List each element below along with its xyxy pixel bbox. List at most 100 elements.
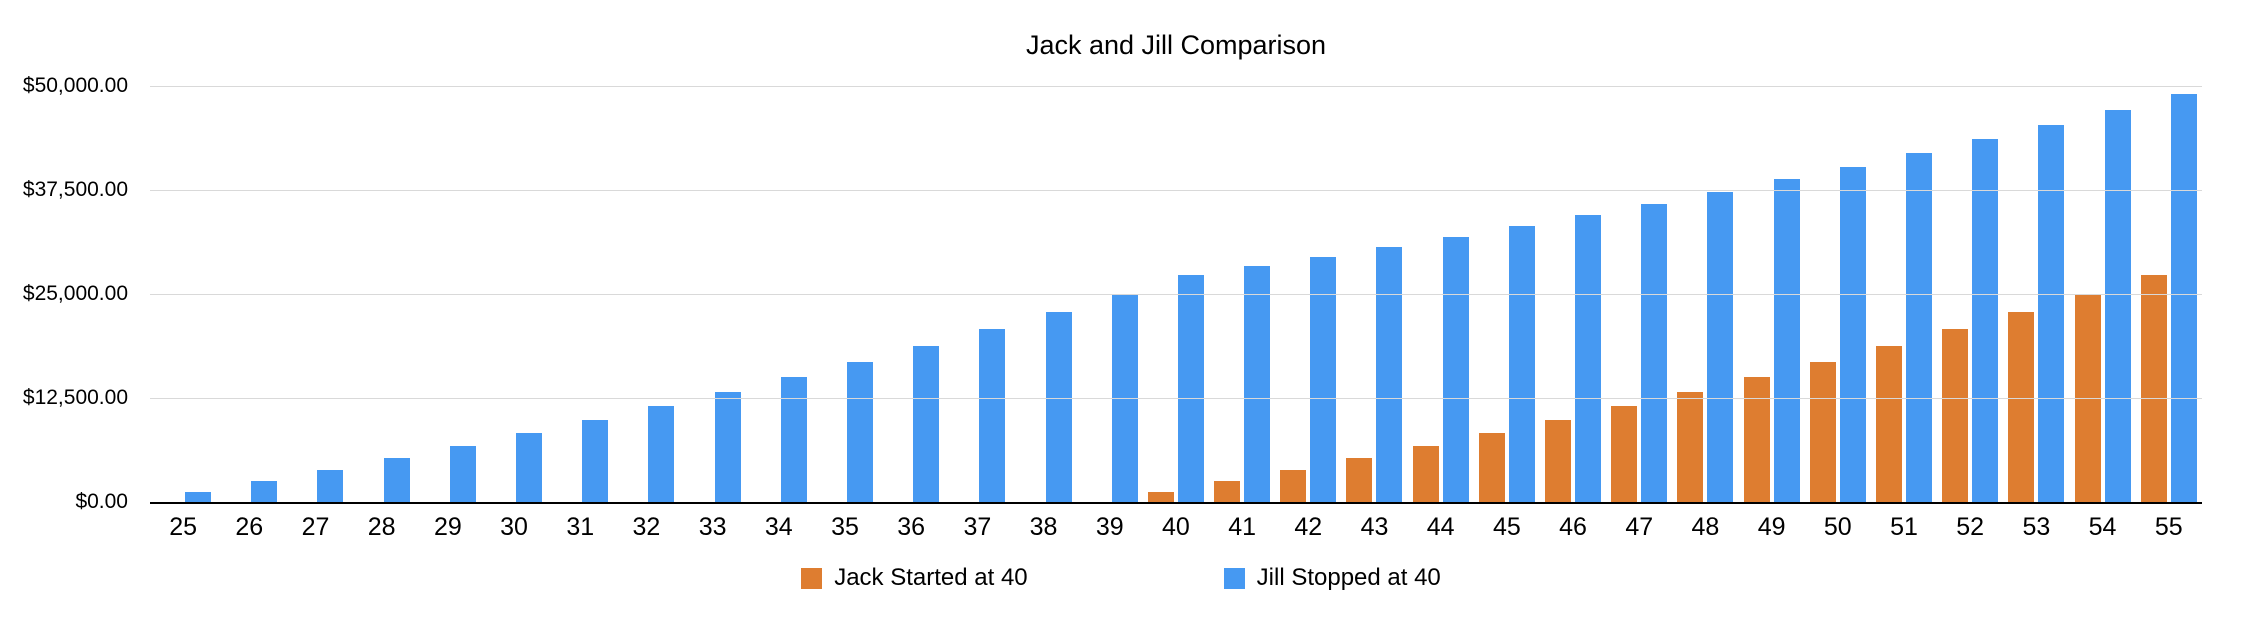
- jill-bar-age-42[interactable]: [1310, 256, 1337, 502]
- x-tick-label-42: 42: [1294, 513, 1323, 541]
- x-tick-label-46: 46: [1559, 513, 1587, 541]
- legend-item-jill[interactable]: Jill Stopped at 40: [1223, 564, 1441, 592]
- jill-bar-age-36[interactable]: [913, 346, 940, 502]
- jill-bar-age-29[interactable]: [449, 445, 476, 502]
- x-tick-label-29: 29: [433, 513, 462, 541]
- x-tick-label-28: 28: [367, 513, 396, 541]
- x-tick-label-25: 25: [169, 513, 197, 541]
- jill-bar-age-34[interactable]: [780, 377, 807, 502]
- jack-bar-age-49[interactable]: [1743, 377, 1770, 502]
- jack-bar-age-52[interactable]: [1942, 329, 1969, 502]
- x-tick-label-53: 53: [2022, 513, 2051, 541]
- bar-group-age-48: [1672, 86, 1738, 502]
- x-tick-label-27: 27: [301, 513, 330, 541]
- x-tick-label-30: 30: [500, 513, 528, 541]
- bar-group-age-55: [2136, 86, 2202, 502]
- x-tick-label-41: 41: [1228, 513, 1256, 541]
- legend-label-jack: Jack Started at 40: [834, 564, 1028, 591]
- y-tick-label: $50,000.00: [22, 74, 128, 97]
- y-tick-label: $12,500.00: [22, 386, 128, 409]
- legend-item-jack[interactable]: Jack Started at 40: [801, 564, 1028, 592]
- jill-bar-age-50[interactable]: [1839, 166, 1866, 502]
- x-tick-label-38: 38: [1029, 513, 1058, 541]
- jill-bar-age-30[interactable]: [516, 433, 543, 502]
- jack-bar-age-46[interactable]: [1545, 420, 1572, 502]
- bar-group-age-35: [812, 86, 878, 502]
- bar-group-age-37: [944, 86, 1010, 502]
- jill-bar-age-43[interactable]: [1376, 247, 1403, 502]
- jill-bar-age-28[interactable]: [383, 457, 410, 502]
- jill-bar-age-55[interactable]: [2170, 93, 2197, 502]
- y-axis: $0.00 $12,500.00 $25,000.00 $37,500.00 $50,0…: [0, 75, 128, 513]
- x-tick-label-43: 43: [1360, 513, 1389, 541]
- jill-bar-age-54[interactable]: [2104, 109, 2131, 502]
- legend-label-jill: Jill Stopped at 40: [1256, 564, 1441, 591]
- jack-bar-age-40[interactable]: [1147, 491, 1174, 502]
- jill-bar-age-31[interactable]: [582, 420, 609, 502]
- bar-group-age-33: [680, 86, 746, 502]
- jack-bar-age-48[interactable]: [1677, 392, 1704, 502]
- jill-bar-age-33[interactable]: [714, 392, 741, 502]
- x-tick-label-55: 55: [2154, 513, 2183, 541]
- jack-bar-age-43[interactable]: [1346, 457, 1373, 502]
- bars-row: [150, 86, 2202, 502]
- bar-group-age-27: [282, 86, 348, 502]
- y-tick-label: $37,500.00: [22, 178, 128, 201]
- gridline: [150, 294, 2202, 295]
- jill-bar-age-25[interactable]: [185, 491, 212, 502]
- jill-bar-age-47[interactable]: [1641, 203, 1668, 502]
- jack-bar-age-45[interactable]: [1478, 433, 1505, 502]
- bar-group-age-41: [1209, 86, 1275, 502]
- jill-bar-age-27[interactable]: [317, 469, 344, 502]
- gridline: [150, 398, 2202, 399]
- jack-bar-age-47[interactable]: [1611, 406, 1638, 502]
- bar-group-age-44: [1408, 86, 1474, 502]
- jill-bar-age-35[interactable]: [846, 361, 873, 502]
- x-tick-label-37: 37: [963, 513, 992, 541]
- jill-bar-age-49[interactable]: [1773, 179, 1800, 502]
- jack-bar-age-44[interactable]: [1412, 445, 1439, 502]
- x-tick-label-35: 35: [831, 513, 859, 541]
- bar-group-age-43: [1341, 86, 1407, 502]
- jill-bar-age-46[interactable]: [1575, 215, 1602, 502]
- x-tick-label-54: 54: [2088, 513, 2117, 541]
- x-tick-label-40: 40: [1162, 513, 1190, 541]
- bar-group-age-29: [415, 86, 481, 502]
- jill-bar-age-38[interactable]: [1045, 312, 1072, 502]
- legend-swatch-jack: [801, 567, 823, 589]
- y-tick-label: $0.00: [75, 490, 128, 513]
- x-tick-label-39: 39: [1095, 513, 1124, 541]
- jack-bar-age-53[interactable]: [2008, 312, 2035, 502]
- jack-bar-age-50[interactable]: [1809, 361, 1836, 502]
- jill-bar-age-41[interactable]: [1244, 266, 1271, 502]
- jill-bar-age-26[interactable]: [251, 480, 278, 502]
- jill-bar-age-37[interactable]: [979, 329, 1006, 502]
- jill-bar-age-32[interactable]: [648, 406, 675, 502]
- jill-bar-age-52[interactable]: [1972, 139, 1999, 502]
- jill-bar-age-45[interactable]: [1508, 226, 1535, 502]
- gridline: [150, 86, 2202, 87]
- x-tick-label-34: 34: [764, 513, 793, 541]
- bar-group-age-53: [2003, 86, 2069, 502]
- gridline: [150, 190, 2202, 191]
- jack-bar-age-55[interactable]: [2140, 275, 2167, 502]
- jack-bar-age-41[interactable]: [1214, 480, 1241, 502]
- chart-title: Jack and Jill Comparison: [1025, 30, 1327, 60]
- bar-group-age-40: [1143, 86, 1209, 502]
- jill-bar-age-44[interactable]: [1442, 236, 1469, 502]
- bar-group-age-26: [216, 86, 282, 502]
- x-tick-label-26: 26: [235, 513, 264, 541]
- legend-swatch-jill: [1223, 567, 1245, 589]
- legend: Jack Started at 40 Jill Stopped at 40: [0, 564, 2242, 592]
- jill-bar-age-40[interactable]: [1177, 275, 1204, 502]
- jill-bar-age-53[interactable]: [2038, 124, 2065, 502]
- x-axis: 25 26 27 28 29 30 31 32 33 34 35 36 37 38 39 40 41 42 43 44…: [150, 513, 2202, 541]
- jill-bar-age-51[interactable]: [1905, 153, 1932, 502]
- x-tick-label-32: 32: [632, 513, 661, 541]
- jill-bar-age-48[interactable]: [1707, 191, 1734, 502]
- x-tick-label-48: 48: [1691, 513, 1720, 541]
- x-tick-label-50: 50: [1823, 513, 1852, 541]
- jack-bar-age-51[interactable]: [1875, 346, 1902, 502]
- jack-bar-age-42[interactable]: [1280, 469, 1307, 502]
